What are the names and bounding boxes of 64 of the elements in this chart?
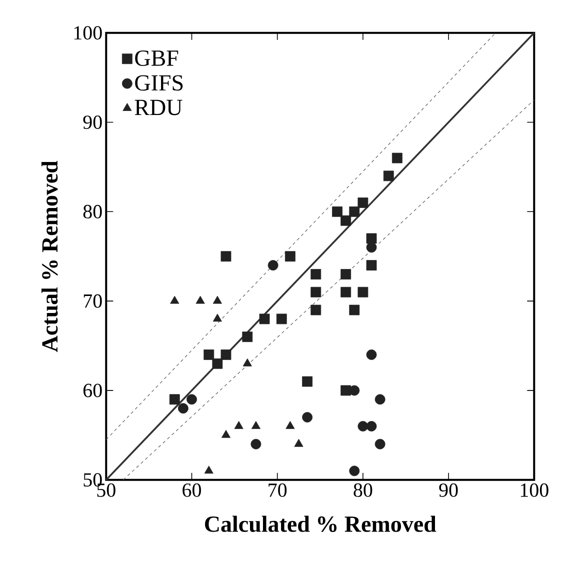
point [294,438,304,447]
point [220,251,232,262]
point [212,296,222,304]
point [366,350,377,360]
point [221,430,231,438]
point [374,394,386,405]
y-axis-title: Actual % Removed [41,160,58,352]
point [302,376,313,387]
x-tick-label: 100 [520,483,548,497]
point [196,296,205,304]
point [332,206,342,217]
y-tick-label: 100 [74,26,102,40]
point [220,350,232,360]
point [366,260,377,270]
point [204,350,214,360]
point [349,304,360,316]
point [310,304,322,316]
point [169,394,180,405]
point [349,466,360,476]
point [349,385,360,396]
point [310,269,322,280]
point [302,412,313,422]
point [178,403,188,414]
point [374,438,386,450]
x-tick-label: 60 [182,483,201,497]
point [242,358,252,366]
point [366,233,377,244]
point [234,421,244,429]
point [251,421,260,429]
point [242,332,253,342]
point [358,286,368,298]
point [340,286,352,298]
x-axis-title: Calculated % Removed [205,516,436,532]
y-tick-label: 90 [83,116,102,129]
point [212,358,223,369]
point [250,438,262,450]
point [284,251,296,262]
point [366,421,377,432]
point [383,170,394,182]
legend-label: GBF [135,50,178,66]
point [349,206,360,217]
point [170,296,180,304]
x-tick-label: 70 [268,483,287,497]
point [366,242,377,253]
point [340,215,352,226]
point [204,466,214,474]
point [358,198,368,208]
point [358,421,368,432]
point [276,314,287,324]
point [310,286,322,298]
point [392,152,402,164]
point [212,314,222,322]
x-tick-label: 80 [354,483,372,497]
point [268,260,278,270]
legend-label: GIFS [135,75,183,91]
point [286,421,295,429]
point [186,394,197,405]
y-tick-label: 60 [83,384,102,398]
y-tick-label: 70 [84,294,102,308]
point [340,269,352,280]
y-tick-label: 80 [83,204,102,218]
x-tick-label: 90 [439,483,458,497]
point [259,314,270,324]
legend-label: RDU [134,100,182,116]
